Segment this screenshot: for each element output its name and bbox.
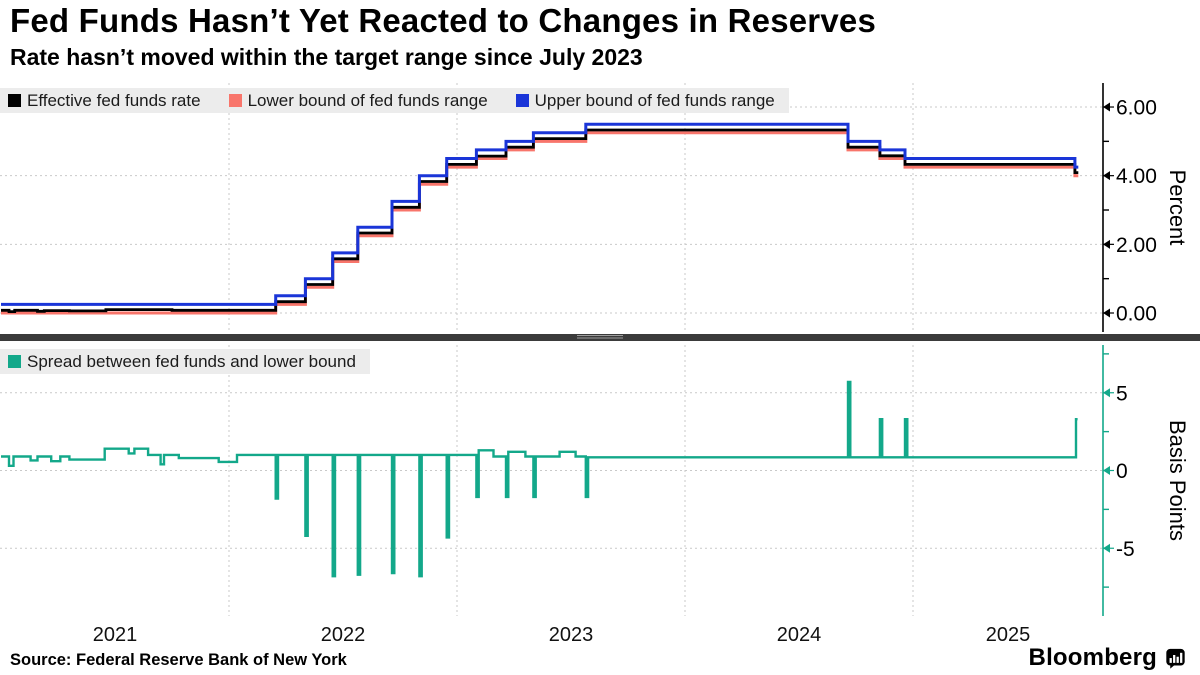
y-axis-title: Basis Points [1165, 420, 1190, 541]
legend-item-upper-bound: Upper bound of fed funds range [515, 90, 775, 111]
y-axis-tick-label: 6.00 [1116, 97, 1157, 120]
legend-swatch-effective-rate [8, 94, 21, 107]
bloomberg-wordmark: Bloomberg [1028, 644, 1157, 671]
y-axis-tick-label: -5 [1116, 538, 1135, 561]
chart-title: Fed Funds Hasn’t Yet Reacted to Changes … [10, 2, 877, 39]
x-axis-year-label: 2023 [549, 624, 594, 646]
x-axis-year-label: 2021 [93, 624, 138, 646]
y-axis-tick-arrow [1103, 239, 1110, 249]
x-axis-year-label: 2022 [321, 624, 366, 646]
y-axis-title: Percent [1165, 170, 1190, 246]
y-axis-tick-label: 5 [1116, 382, 1128, 405]
legend-item-effective-rate: Effective fed funds rate [8, 91, 201, 111]
series-spread-between-fed-funds-and-lower-bound [1, 380, 1078, 578]
x-axis-year-label: 2024 [777, 624, 822, 646]
source-note: Source: Federal Reserve Bank of New York [10, 651, 347, 669]
y-axis-tick-label: 0.00 [1116, 303, 1157, 326]
legend-label-spread: Spread between fed funds and lower bound [27, 351, 356, 371]
y-axis-tick-label: 2.00 [1116, 234, 1157, 257]
y-axis-tick-label: 4.00 [1116, 165, 1157, 188]
legend-swatch-spread [8, 355, 21, 368]
legend-item-spread: Spread between fed funds and lower bound [8, 352, 356, 372]
bloomberg-terminal-icon [1166, 648, 1185, 669]
y-axis-tick-arrow [1103, 171, 1110, 181]
panel-divider [0, 334, 1200, 341]
y-axis-tick-arrow [1103, 102, 1110, 112]
legend-label-lower-bound: Lower bound of fed funds range [247, 90, 488, 110]
bottom-panel-legend: Spread between fed funds and lower bound [0, 349, 370, 374]
legend-swatch-upper-bound [515, 94, 529, 107]
legend-item-lower-bound: Lower bound of fed funds range [228, 90, 488, 111]
chart-subtitle: Rate hasn’t moved within the target rang… [10, 44, 643, 70]
y-axis-tick-arrow [1103, 388, 1110, 398]
panel-resize-grip[interactable] [577, 335, 623, 340]
legend-swatch-lower-bound [228, 94, 242, 107]
top-panel-legend: Effective fed funds rate Lower bound of … [0, 88, 789, 113]
bloomberg-logo: Bloomberg [1029, 644, 1186, 672]
y-axis-tick-arrow [1103, 308, 1110, 318]
x-axis-year-label: 2025 [986, 624, 1031, 646]
y-axis-tick-label: 0 [1116, 460, 1128, 483]
y-axis-tick-arrow [1103, 466, 1110, 475]
series-upper-bound-of-fed-funds-range [1, 122, 1079, 306]
legend-label-upper-bound: Upper bound of fed funds range [534, 90, 775, 110]
legend-label-effective-rate: Effective fed funds rate [27, 90, 201, 110]
y-axis-tick-arrow [1103, 543, 1110, 553]
